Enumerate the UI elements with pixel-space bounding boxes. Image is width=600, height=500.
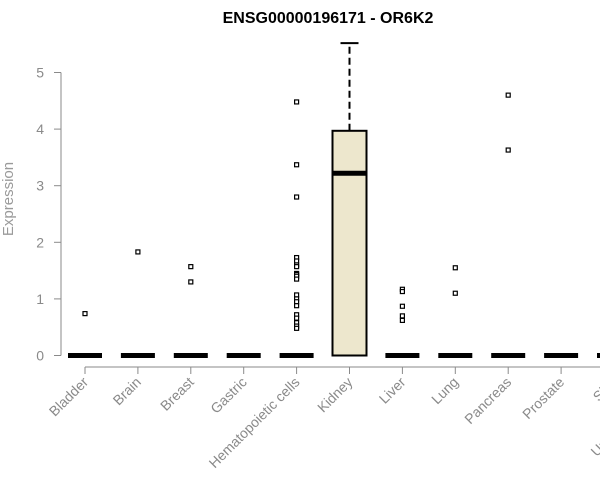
plot-area — [68, 42, 600, 358]
x-tick-label: Brain — [110, 374, 144, 408]
box-group — [120, 249, 155, 358]
outlier-point — [452, 265, 458, 271]
outlier-point — [505, 92, 511, 98]
y-tick-label: 4 — [36, 121, 44, 137]
outlier-point — [294, 264, 300, 270]
outlier-point — [294, 276, 300, 282]
x-tick-label: Prostate — [519, 374, 567, 422]
box-group — [279, 99, 314, 358]
x-tick-label: Liver — [376, 374, 409, 407]
y-tick-label: 3 — [36, 178, 44, 194]
outlier-point — [399, 313, 405, 319]
x-tick-label: Pancreas — [461, 374, 514, 427]
outlier-point — [294, 99, 300, 105]
box-group — [173, 264, 208, 358]
x-tick-label: Breast — [157, 374, 197, 414]
box-group — [491, 92, 526, 358]
outlier-point — [135, 249, 141, 255]
outlier-point — [82, 311, 88, 317]
box-group — [385, 286, 420, 358]
outlier-point — [188, 264, 194, 270]
box-group — [331, 42, 368, 357]
y-axis: 0 1 2 3 4 5 — [36, 65, 62, 364]
box — [331, 129, 368, 357]
x-tick-label: Bladder — [46, 374, 92, 420]
y-tick-label: 2 — [36, 234, 44, 250]
outlier-point — [294, 315, 300, 321]
y-tick-label: 5 — [36, 65, 44, 81]
outlier-point — [294, 303, 300, 309]
chart-title: ENSG00000196171 - OR6K2 — [223, 10, 434, 27]
box-group — [68, 311, 102, 358]
x-tick-label: Hematopoietic cells — [206, 374, 303, 471]
x-tick-label: Gastric — [207, 374, 250, 417]
y-tick-label: 1 — [36, 291, 44, 307]
outlier-point — [452, 290, 458, 296]
y-axis-label: Expression — [0, 162, 17, 236]
outlier-point — [399, 288, 405, 295]
outlier-point — [294, 325, 300, 331]
outlier-point — [399, 317, 405, 324]
x-tick-label: Skin — [590, 374, 600, 405]
y-tick-label: 0 — [36, 348, 44, 364]
box-group — [438, 265, 473, 358]
x-tick-label: Lung — [428, 374, 461, 407]
outlier-point — [294, 194, 300, 200]
outlier-point — [294, 162, 300, 168]
outlier-point — [505, 147, 511, 153]
outlier-point — [399, 303, 405, 309]
outlier-point — [188, 279, 194, 285]
x-tick-label: Kidney — [314, 374, 356, 416]
